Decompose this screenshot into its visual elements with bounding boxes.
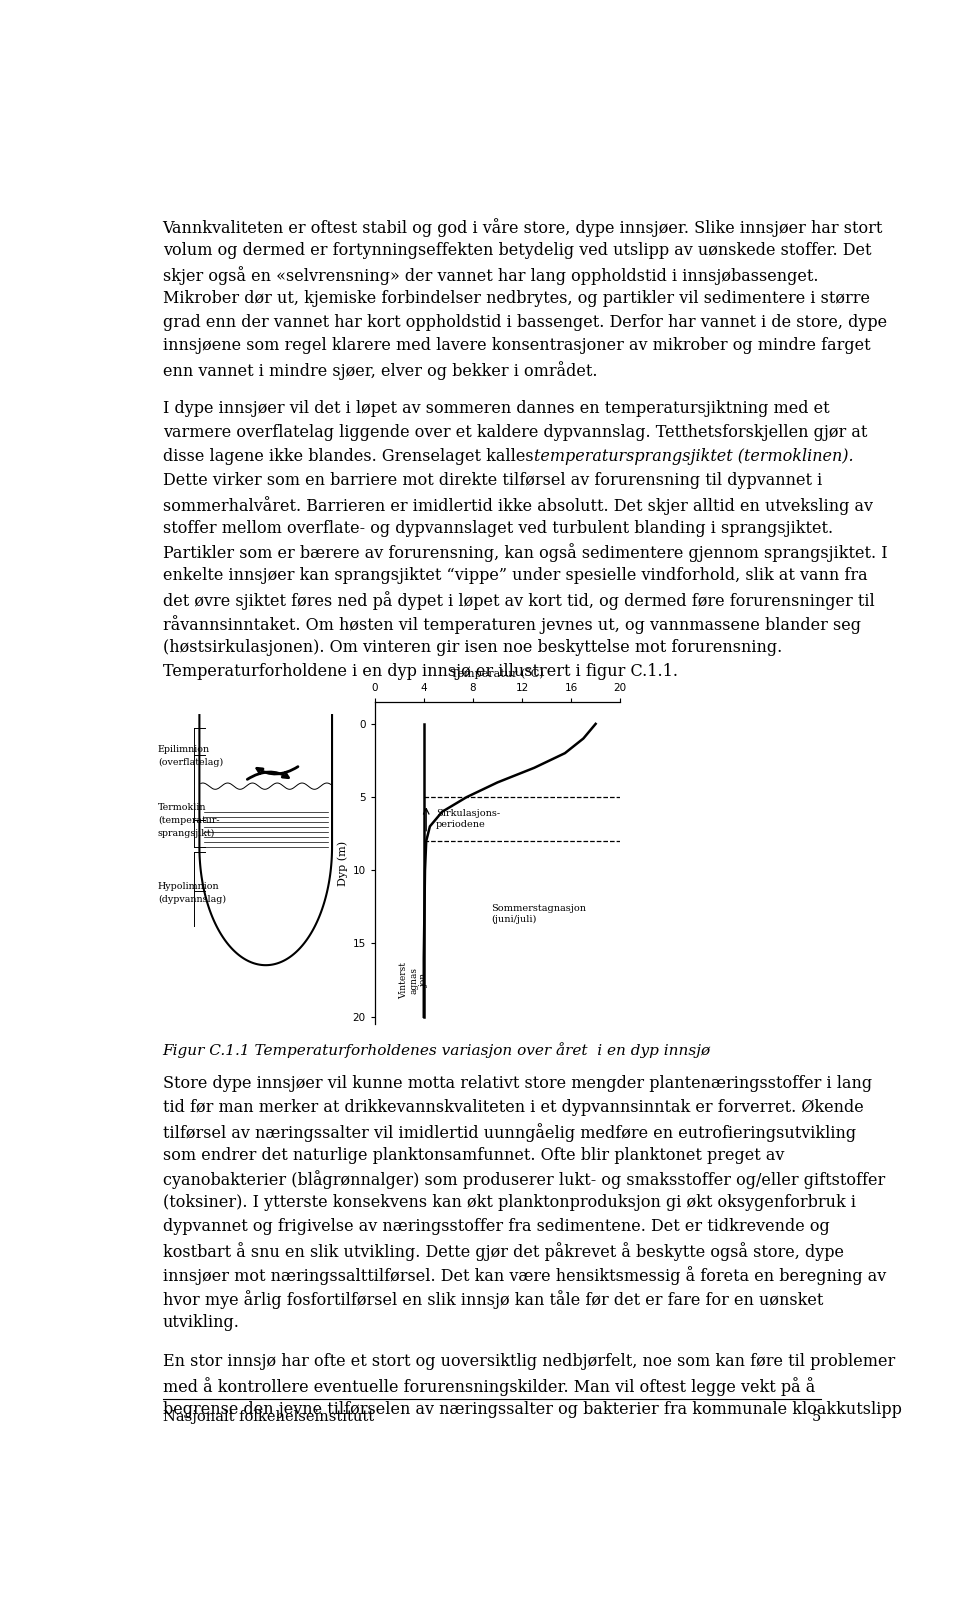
Text: En stor innsjø har ofte et stort og uoversiktlig nedbjørfelt, noe som kan føre t: En stor innsjø har ofte et stort og uove… bbox=[162, 1353, 895, 1369]
Text: grad enn der vannet har kort oppholdstid i bassenget. Derfor har vannet i de sto: grad enn der vannet har kort oppholdstid… bbox=[162, 314, 887, 330]
Text: råvannsinntaket. Om høsten vil temperaturen jevnes ut, og vannmassene blander se: råvannsinntaket. Om høsten vil temperatu… bbox=[162, 615, 860, 634]
Text: Dette virker som en barriere mot direkte tilførsel av forurensning til dypvannet: Dette virker som en barriere mot direkte… bbox=[162, 471, 822, 489]
Text: disse lagene ikke blandes. Grenselaget kalles: disse lagene ikke blandes. Grenselaget k… bbox=[162, 447, 539, 465]
Text: (dypvannslag): (dypvannslag) bbox=[158, 895, 226, 904]
Text: innsjøer mot næringssalttilførsel. Det kan være hensiktsmessig å foreta en bereg: innsjøer mot næringssalttilførsel. Det k… bbox=[162, 1266, 886, 1286]
Text: tilførsel av næringssalter vil imidlertid uunngåelig medføre en eutrofieringsutv: tilførsel av næringssalter vil imidlerti… bbox=[162, 1123, 855, 1141]
Text: (høstsirkulasjonen). Om vinteren gir isen noe beskyttelse mot forurensning.: (høstsirkulasjonen). Om vinteren gir ise… bbox=[162, 639, 781, 656]
Text: 5: 5 bbox=[812, 1409, 822, 1424]
Text: innsjøene som regel klarere med lavere konsentrasjoner av mikrober og mindre far: innsjøene som regel klarere med lavere k… bbox=[162, 338, 871, 354]
Text: sommerhalvåret. Barrieren er imidlertid ikke absolutt. Det skjer alltid en utvek: sommerhalvåret. Barrieren er imidlertid … bbox=[162, 496, 873, 515]
Text: volum og dermed er fortynningseffekten betydelig ved utslipp av uønskede stoffer: volum og dermed er fortynningseffekten b… bbox=[162, 241, 871, 259]
Text: sprangsjikt): sprangsjikt) bbox=[158, 829, 215, 838]
Text: kostbart å snu en slik utvikling. Dette gjør det påkrevet å beskytte også store,: kostbart å snu en slik utvikling. Dette … bbox=[162, 1242, 844, 1261]
Text: Hypolimnion: Hypolimnion bbox=[158, 882, 220, 891]
Text: det øvre sjiktet føres ned på dypet i løpet av kort tid, og dermed føre forurens: det øvre sjiktet føres ned på dypet i lø… bbox=[162, 592, 875, 610]
Text: begrense den jevne tilførselen av næringssalter og bakterier fra kommunale kloak: begrense den jevne tilførselen av næring… bbox=[162, 1400, 901, 1418]
Text: som endrer det naturlige planktonsamfunnet. Ofte blir planktonet preget av: som endrer det naturlige planktonsamfunn… bbox=[162, 1147, 784, 1163]
Text: (overflatelag): (overflatelag) bbox=[158, 758, 223, 767]
Y-axis label: Dyp (m): Dyp (m) bbox=[338, 840, 348, 885]
Text: Partikler som er bærere av forurensning, kan også sedimentere gjennom sprangsjik: Partikler som er bærere av forurensning,… bbox=[162, 544, 887, 563]
Text: Mikrober dør ut, kjemiske forbindelser nedbrytes, og partikler vil sedimentere i: Mikrober dør ut, kjemiske forbindelser n… bbox=[162, 290, 870, 307]
Text: I dype innsjøer vil det i løpet av sommeren dannes en temperatursjiktning med et: I dype innsjøer vil det i løpet av somme… bbox=[162, 401, 829, 417]
X-axis label: Temperatur (°C): Temperatur (°C) bbox=[451, 668, 543, 679]
Text: Nasjonalt folkehelseinstitutt: Nasjonalt folkehelseinstitutt bbox=[162, 1409, 373, 1424]
Text: Store dype innsjøer vil kunne motta relativt store mengder plantenæringsstoffer : Store dype innsjøer vil kunne motta rela… bbox=[162, 1075, 872, 1093]
Text: (temperatur-: (temperatur- bbox=[158, 816, 220, 825]
Text: skjer også en «selvrensning» der vannet har lang oppholdstid i innsjøbassenget.: skjer også en «selvrensning» der vannet … bbox=[162, 265, 818, 285]
Text: Figur C.1.1 Temperaturforholdenes variasjon over året  i en dyp innsjø: Figur C.1.1 Temperaturforholdenes varias… bbox=[162, 1043, 710, 1059]
Text: stoffer mellom overflate- og dypvannslaget ved turbulent blanding i sprangsjikte: stoffer mellom overflate- og dypvannslag… bbox=[162, 520, 832, 537]
Text: Vannkvaliteten er oftest stabil og god i våre store, dype innsjøer. Slike innsjø: Vannkvaliteten er oftest stabil og god i… bbox=[162, 217, 883, 237]
Text: Vinterst
agnas
jon: Vinterst agnas jon bbox=[399, 962, 429, 999]
Text: Sirkulasjons-
periodene: Sirkulasjons- periodene bbox=[436, 809, 500, 829]
Text: utvikling.: utvikling. bbox=[162, 1315, 239, 1331]
Text: enn vannet i mindre sjøer, elver og bekker i området.: enn vannet i mindre sjøer, elver og bekk… bbox=[162, 362, 597, 380]
Text: (toksiner). I ytterste konsekvens kan økt planktonproduksjon gi økt oksygenforbr: (toksiner). I ytterste konsekvens kan øk… bbox=[162, 1194, 855, 1212]
Text: tid før man merker at drikkevannskvaliteten i et dypvannsinntak er forverret. Øk: tid før man merker at drikkevannskvalite… bbox=[162, 1099, 863, 1115]
Text: enkelte innsjøer kan sprangsjiktet “vippe” under spesielle vindforhold, slik at : enkelte innsjøer kan sprangsjiktet “vipp… bbox=[162, 568, 867, 584]
Text: dypvannet og frigivelse av næringsstoffer fra sedimentene. Det er tidkrevende og: dypvannet og frigivelse av næringsstoffe… bbox=[162, 1218, 829, 1236]
Text: Temperaturforholdene i en dyp innsjø er illustrert i figur C.1.1.: Temperaturforholdene i en dyp innsjø er … bbox=[162, 663, 678, 681]
Text: temperatursprangsjiktet (termoklinen).: temperatursprangsjiktet (termoklinen). bbox=[535, 447, 854, 465]
Text: hvor mye årlig fosfortilførsel en slik innsjø kan tåle før det er fare for en uø: hvor mye årlig fosfortilførsel en slik i… bbox=[162, 1290, 823, 1310]
Text: Epilimnion: Epilimnion bbox=[158, 745, 210, 753]
Text: varmere overflatelag liggende over et kaldere dypvannslag. Tetthetsforskjellen g: varmere overflatelag liggende over et ka… bbox=[162, 425, 867, 441]
Text: Sommerstagnasjon
(juni/juli): Sommerstagnasjon (juni/juli) bbox=[492, 904, 587, 924]
Text: cyanobakterier (blågrønnalger) som produserer lukt- og smaksstoffer og/eller gif: cyanobakterier (blågrønnalger) som produ… bbox=[162, 1170, 885, 1189]
Text: med å kontrollere eventuelle forurensningskilder. Man vil oftest legge vekt på å: med å kontrollere eventuelle forurensnin… bbox=[162, 1377, 815, 1395]
Text: Termoklin: Termoklin bbox=[158, 803, 206, 811]
